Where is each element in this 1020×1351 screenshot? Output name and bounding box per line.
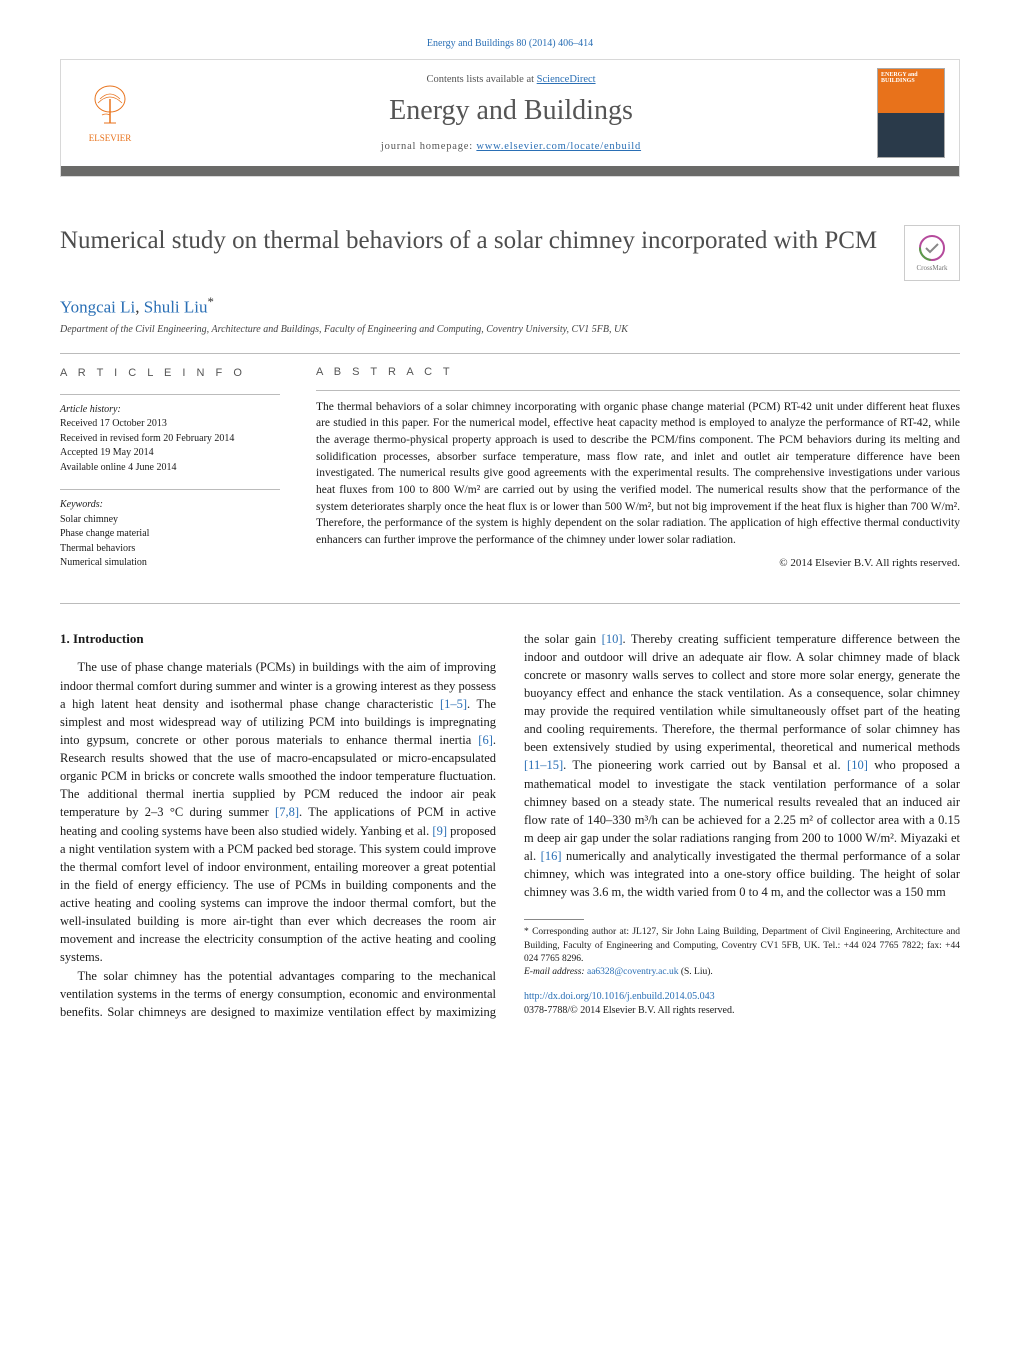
article-history: Article history: Received 17 October 201… (60, 403, 280, 476)
article-title: Numerical study on thermal behaviors of … (60, 225, 877, 256)
keyword: Phase change material (60, 528, 149, 539)
keywords-label: Keywords: (60, 499, 103, 510)
ref-link[interactable]: [10] (847, 758, 868, 772)
section-heading: 1. Introduction (60, 630, 496, 649)
doi-link[interactable]: http://dx.doi.org/10.1016/j.enbuild.2014… (524, 991, 715, 1002)
contents-available-line: Contents lists available at ScienceDirec… (145, 74, 877, 85)
journal-banner: ELSEVIER Contents lists available at Sci… (60, 59, 960, 177)
email-link[interactable]: aa6328@coventry.ac.uk (587, 967, 678, 977)
corresponding-author-footnote: * Corresponding author at: JL127, Sir Jo… (524, 926, 960, 966)
author-link-2[interactable]: Shuli Liu (144, 298, 208, 317)
keyword: Thermal behaviors (60, 543, 135, 554)
crossmark-badge[interactable]: CrossMark (904, 225, 960, 281)
author-link-1[interactable]: Yongcai Li (60, 298, 135, 317)
header-citation: Energy and Buildings 80 (2014) 406–414 (60, 38, 960, 49)
journal-homepage-line: journal homepage: www.elsevier.com/locat… (145, 141, 877, 152)
email-footnote: E-mail address: aa6328@coventry.ac.uk (S… (524, 966, 960, 979)
elsevier-logo[interactable]: ELSEVIER (75, 74, 145, 152)
body-text: 1. Introduction The use of phase change … (60, 630, 960, 1021)
online-date: Available online 4 June 2014 (60, 462, 176, 473)
ref-link[interactable]: [11–15] (524, 758, 563, 772)
footnote-separator (524, 919, 584, 920)
rule-info-2 (60, 489, 280, 490)
rule-info-1 (60, 394, 280, 395)
keyword: Numerical simulation (60, 557, 147, 568)
revised-date: Received in revised form 20 February 201… (60, 433, 234, 444)
doi-block: http://dx.doi.org/10.1016/j.enbuild.2014… (524, 990, 960, 1018)
keyword: Solar chimney (60, 514, 118, 525)
ref-link[interactable]: [1–5] (440, 697, 467, 711)
issn-copyright: 0378-7788/© 2014 Elsevier B.V. All right… (524, 1005, 734, 1016)
paragraph: The use of phase change materials (PCMs)… (60, 658, 496, 966)
abstract-text: The thermal behaviors of a solar chimney… (316, 399, 960, 549)
abstract-copyright: © 2014 Elsevier B.V. All rights reserved… (316, 557, 960, 569)
ref-link[interactable]: [7,8] (275, 805, 299, 819)
ref-link[interactable]: [16] (541, 849, 562, 863)
journal-name: Energy and Buildings (145, 95, 877, 127)
footnotes: * Corresponding author at: JL127, Sir Jo… (524, 926, 960, 979)
received-date: Received 17 October 2013 (60, 418, 167, 429)
ref-link[interactable]: [10] (602, 632, 623, 646)
article-info-heading: a r t i c l e i n f o (60, 366, 280, 382)
journal-cover-thumb[interactable]: ENERGY and BUILDINGS (877, 68, 945, 158)
elsevier-label: ELSEVIER (89, 133, 132, 143)
ref-link[interactable]: [9] (432, 824, 447, 838)
accepted-date: Accepted 19 May 2014 (60, 447, 154, 458)
abstract-heading: a b s t r a c t (316, 366, 960, 378)
affiliation: Department of the Civil Engineering, Arc… (60, 324, 960, 335)
rule-abs (316, 390, 960, 391)
crossmark-icon (918, 234, 946, 262)
cover-label: ENERGY and BUILDINGS (881, 72, 941, 84)
banner-divider-bar (61, 166, 959, 176)
elsevier-tree-icon (88, 83, 132, 131)
authors-line: Yongcai Li, Shuli Liu* (60, 295, 960, 318)
rule-1 (60, 353, 960, 354)
journal-homepage-link[interactable]: www.elsevier.com/locate/enbuild (476, 141, 641, 152)
rule-2 (60, 603, 960, 604)
keywords-block: Keywords: Solar chimney Phase change mat… (60, 498, 280, 571)
ref-link[interactable]: [6] (478, 733, 493, 747)
history-label: Article history: (60, 404, 121, 415)
sciencedirect-link[interactable]: ScienceDirect (537, 74, 596, 85)
crossmark-label: CrossMark (916, 264, 947, 272)
corresponding-mark: * (208, 295, 214, 309)
